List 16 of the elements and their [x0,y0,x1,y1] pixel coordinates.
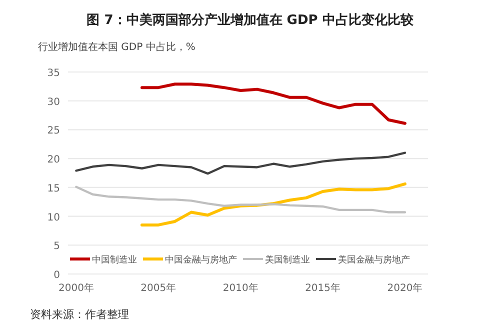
y-tick-label: 35 [47,68,60,79]
x-tick-label: 2000年 [58,282,94,294]
y-tick-label: 30 [47,96,60,108]
x-tick-label: 2010年 [222,282,258,294]
subtitle: 行业增加值在本国 GDP 中占比，% [38,42,196,53]
y-tick-label: 0 [54,270,60,281]
y-tick-label: 25 [47,126,60,137]
x-tick-label: 2005年 [140,282,176,294]
title: 图 7：中美两国部分产业增加值在 GDP 中占比变化比较 [86,13,414,28]
x-tick-label: 2020年 [387,282,423,294]
y-tick-label: 15 [47,183,60,194]
y-tick-label: 20 [47,154,60,166]
annotation: 资料来源：作者整理 [30,308,129,321]
x-tick-label: 2015年 [305,282,341,294]
y-tick-label: 5 [54,241,60,252]
y-tick-label: 10 [47,212,60,224]
